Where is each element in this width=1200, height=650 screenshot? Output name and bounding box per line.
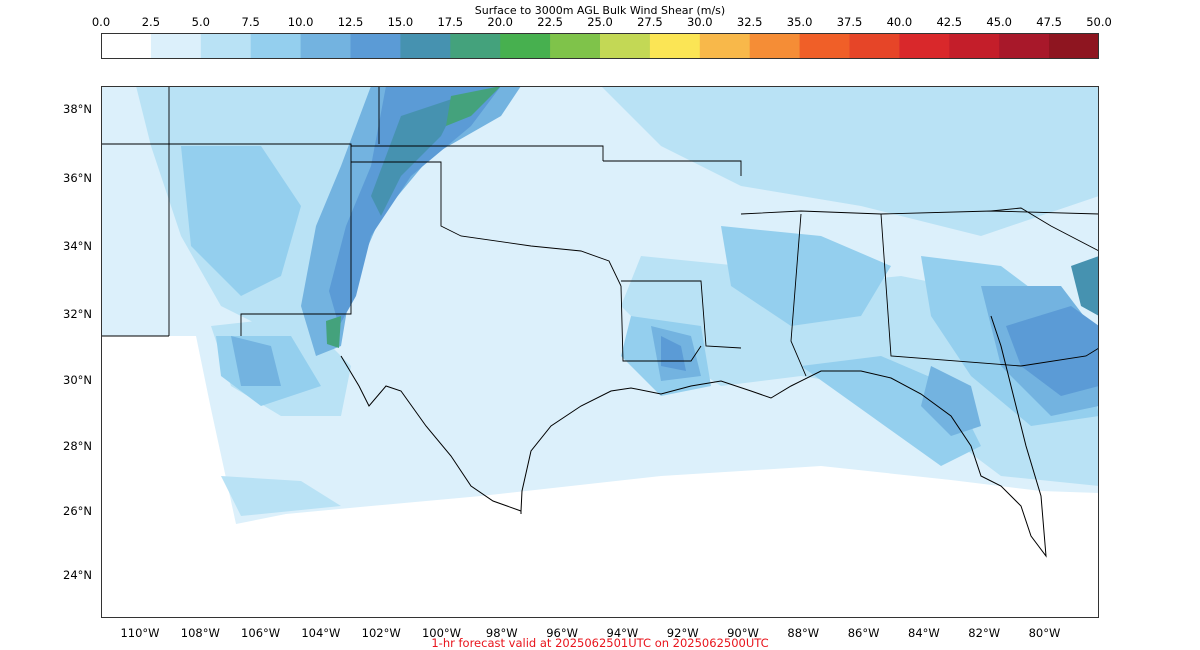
- colorbar-bin: [450, 33, 501, 59]
- shear-17-20-contours: [326, 86, 501, 348]
- colorbar-tick: 12.5: [337, 15, 364, 29]
- colorbar-bin: [1049, 33, 1099, 59]
- latitude-label: 34°N: [63, 239, 92, 253]
- wind-shear-map: [101, 86, 1099, 618]
- colorbar-tick: 27.5: [637, 15, 663, 29]
- colorbar-bin: [500, 33, 551, 59]
- colorbar-tick: 5.0: [191, 15, 210, 29]
- longitude-label: 94°W: [606, 626, 639, 640]
- longitude-label: 88°W: [787, 626, 820, 640]
- latitude-label: 32°N: [63, 307, 92, 321]
- latitude-label: 24°N: [63, 568, 92, 582]
- longitude-label: 84°W: [908, 626, 940, 640]
- longitude-label: 80°W: [1028, 626, 1061, 640]
- coastline: [340, 315, 1047, 558]
- colorbar-tick: 20.0: [487, 15, 513, 29]
- colorbar-bin: [799, 33, 850, 59]
- colorbar-tick: 32.5: [736, 15, 763, 29]
- colorbar-bin: [300, 33, 351, 59]
- colorbar-bin: [749, 33, 801, 59]
- state-borders: [101, 86, 1099, 377]
- colorbar: [101, 33, 1099, 59]
- latitude-label: 28°N: [63, 439, 92, 453]
- colorbar-bin: [400, 33, 451, 59]
- colorbar-tick: 7.5: [241, 15, 260, 29]
- colorbar-tick: 17.5: [437, 15, 464, 29]
- latitude-label: 36°N: [63, 171, 92, 185]
- colorbar-bin: [899, 33, 950, 59]
- colorbar-bin: [550, 33, 601, 59]
- longitude-label: 82°W: [968, 626, 1001, 640]
- longitude-label: 90°W: [727, 626, 759, 640]
- colorbar-tick: 0.0: [91, 15, 111, 29]
- colorbar-bin: [350, 33, 401, 59]
- colorbar-bin: [699, 33, 751, 59]
- longitude-label: 96°W: [546, 626, 578, 640]
- colorbar-tick: 35.0: [786, 15, 813, 29]
- longitude-label: 100°W: [421, 626, 462, 640]
- longitude-label: 102°W: [361, 626, 401, 640]
- colorbar-bin: [649, 33, 701, 59]
- latitude-label: 38°N: [63, 102, 92, 116]
- colorbar-tick: 15.0: [387, 15, 414, 29]
- colorbar-tick: 45.0: [986, 15, 1012, 29]
- colorbar-title: Surface to 3000m AGL Bulk Wind Shear (m/…: [474, 4, 726, 17]
- colorbar-tick: 22.5: [537, 15, 563, 29]
- colorbar-bin: [200, 33, 252, 59]
- colorbar-bin: [150, 33, 202, 59]
- longitude-label: 98°W: [485, 626, 518, 640]
- colorbar-bin: [999, 33, 1050, 59]
- colorbar-bin: [101, 33, 152, 59]
- colorbar-tick: 42.5: [936, 15, 963, 29]
- longitude-label: 110°W: [120, 626, 160, 640]
- longitude-label: 108°W: [180, 626, 220, 640]
- colorbar-tick: 37.5: [836, 15, 863, 29]
- colorbar-bin: [849, 33, 900, 59]
- colorbar-tick: 47.5: [1036, 15, 1062, 29]
- colorbar-tick: 25.0: [587, 15, 613, 29]
- colorbar-bin: [600, 33, 651, 59]
- colorbar-frame: [101, 33, 1099, 59]
- latitude-label: 26°N: [63, 504, 92, 518]
- forecast-valid-text: 1-hr forecast valid at 2025062501UTC on …: [431, 636, 769, 650]
- colorbar-bin: [949, 33, 1000, 59]
- colorbar-tick: 50.0: [1086, 15, 1112, 29]
- colorbar-tick: 2.5: [141, 15, 161, 29]
- longitude-label: 86°W: [847, 626, 880, 640]
- latitude-label: 30°N: [63, 373, 92, 387]
- longitude-label: 92°W: [666, 626, 699, 640]
- colorbar-tick: 30.0: [686, 15, 713, 29]
- longitude-label: 104°W: [301, 626, 341, 640]
- longitude-label: 106°W: [241, 626, 281, 640]
- colorbar-tick: 10.0: [287, 15, 314, 29]
- shear-15-17-contours: [371, 96, 1099, 316]
- colorbar-bin: [250, 33, 302, 59]
- colorbar-tick: 40.0: [886, 15, 913, 29]
